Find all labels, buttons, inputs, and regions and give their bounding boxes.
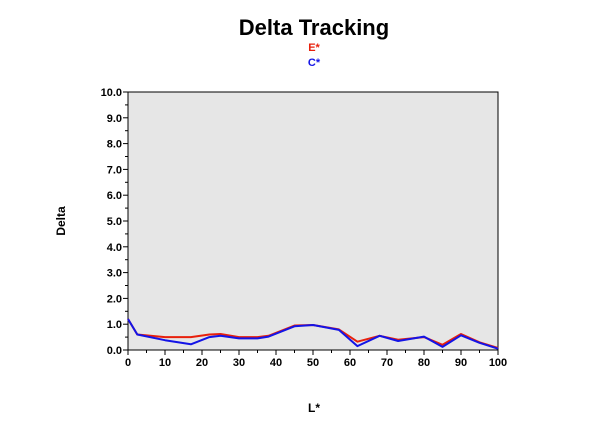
y-axis-label: Delta [54, 206, 68, 236]
y-tick-label: 0.0 [107, 345, 122, 357]
x-tick-label: 20 [196, 357, 208, 369]
y-tick-label: 9.0 [107, 113, 122, 125]
x-tick-label: 90 [455, 357, 467, 369]
legend: E* C* [308, 42, 321, 69]
plot-area [127, 91, 499, 351]
y-tick-label: 5.0 [107, 216, 122, 228]
y-tick-label: 2.0 [107, 293, 122, 305]
x-tick-label: 80 [418, 357, 430, 369]
y-tick-label: 10.0 [101, 87, 122, 99]
x-tick-label: 10 [159, 357, 171, 369]
axis-ticks: 0.0 1.0 2.0 3.0 4.0 5.0 6.0 7.0 8.0 9.0 10.0 0 10 20 3… [101, 87, 508, 369]
chart-title: Delta Tracking [239, 15, 389, 40]
y-tick-label: 8.0 [107, 139, 122, 151]
x-tick-label: 0 [125, 357, 131, 369]
x-tick-label: 30 [233, 357, 245, 369]
x-tick-label: 40 [270, 357, 282, 369]
y-tick-label: 3.0 [107, 268, 122, 280]
x-tick-label: 70 [381, 357, 393, 369]
legend-item-c-star: C* [308, 57, 321, 69]
series-line-c-star [127, 318, 499, 350]
y-tick-label: 6.0 [107, 190, 122, 202]
x-tick-label: 50 [307, 357, 319, 369]
x-axis-label: L* [308, 401, 320, 415]
y-tick-label: 7.0 [107, 164, 122, 176]
legend-item-e-star: E* [308, 42, 320, 54]
y-tick-label: 4.0 [107, 242, 122, 254]
series-lines [127, 318, 499, 350]
x-tick-label: 100 [489, 357, 507, 369]
y-tick-label: 1.0 [107, 319, 122, 331]
x-tick-label: 60 [344, 357, 356, 369]
